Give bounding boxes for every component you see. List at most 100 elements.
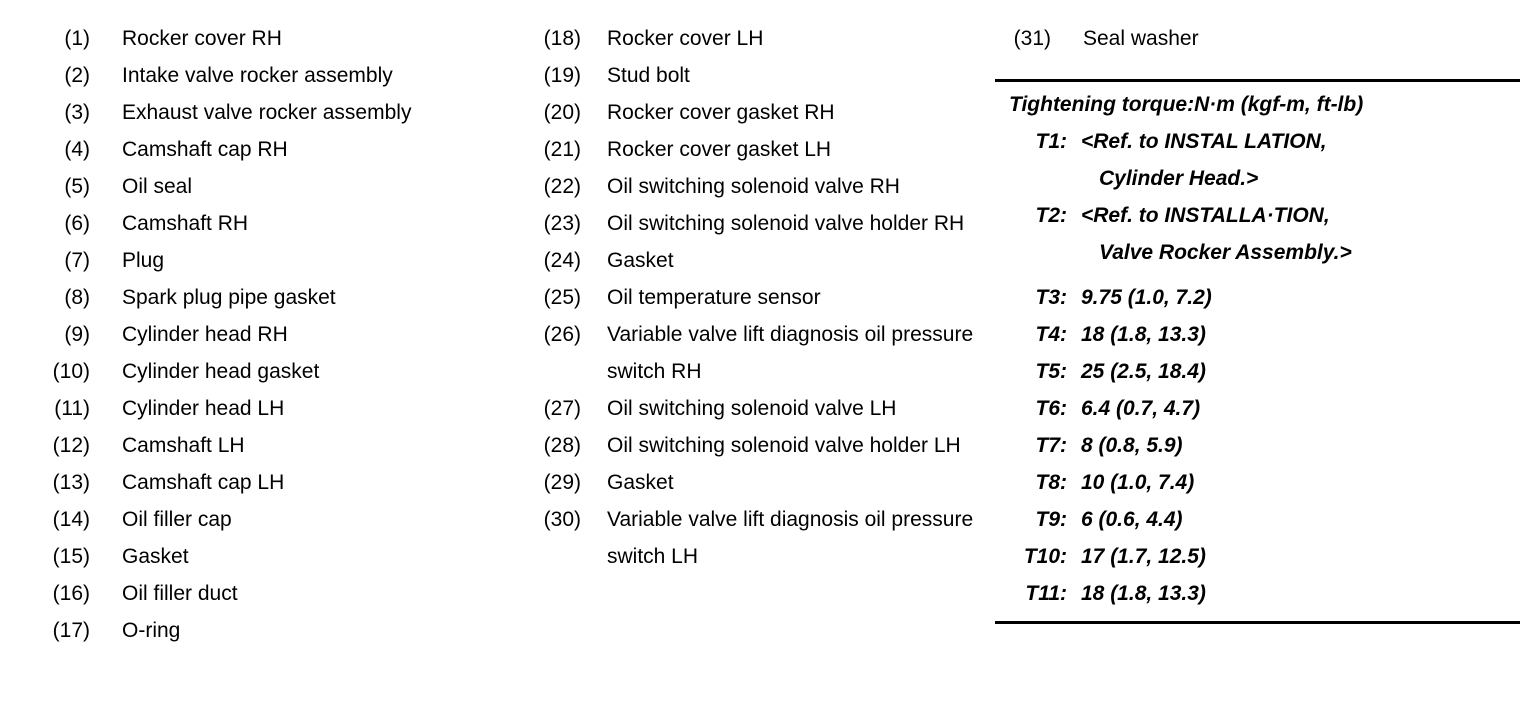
part-item: (31) Seal washer [995, 20, 1520, 57]
part-item: (24) Gasket [535, 242, 995, 279]
torque-row: T4: 18 (1.8, 13.3) [995, 316, 1520, 353]
part-item: (12) Camshaft LH [30, 427, 535, 464]
torque-value: 8 (0.8, 5.9) [1081, 434, 1183, 457]
part-item: (7) Plug [30, 242, 535, 279]
part-item: (30) Variable valve lift diagnosis oil pr… [535, 501, 995, 575]
part-number: (13) [52, 471, 90, 494]
part-number: (20) [543, 101, 581, 124]
part-number: (1) [64, 27, 90, 50]
torque-id: T2: [1035, 204, 1068, 227]
torque-row: T3: 9.75 (1.0, 7.2) [995, 279, 1520, 316]
part-label: Spark plug pipe gasket [122, 286, 336, 309]
part-label: Exhaust valve rocker assembly [122, 101, 412, 124]
part-number: (30) [543, 508, 581, 531]
torque-id: T4: [1035, 323, 1068, 346]
part-item: (6) Camshaft RH [30, 205, 535, 242]
part-item: (29) Gasket [535, 464, 995, 501]
part-label: Gasket [607, 471, 674, 494]
part-item: (3) Exhaust valve rocker assembly [30, 94, 535, 131]
part-number: (31) [1013, 27, 1051, 50]
part-number: (10) [52, 360, 90, 383]
torque-row: T7: 8 (0.8, 5.9) [995, 427, 1520, 464]
part-number: (6) [64, 212, 90, 235]
torque-id: T9: [1035, 508, 1068, 531]
part-item: (13) Camshaft cap LH [30, 464, 535, 501]
part-number: (7) [64, 249, 90, 272]
part-number: (16) [52, 582, 90, 605]
part-label: Variable valve lift diagnosis oil pressu… [607, 323, 974, 383]
part-item: (14) Oil filler cap [30, 501, 535, 538]
part-number: (28) [543, 434, 581, 457]
parts-column-2: (18) Rocker cover LH (19) Stud bolt (20) Rock… [535, 20, 995, 726]
part-label: Camshaft cap RH [122, 138, 288, 161]
part-label: Plug [122, 249, 165, 272]
part-number: (18) [543, 27, 581, 50]
part-item: (2) Intake valve rocker assembly [30, 57, 535, 94]
part-label: Seal washer [1083, 27, 1199, 50]
torque-id: T3: [1035, 286, 1068, 309]
torque-value: 6 (0.6, 4.4) [1081, 508, 1183, 531]
torque-row: T8: 10 (1.0, 7.4) [995, 464, 1520, 501]
part-label: Oil switching solenoid valve holder RH [607, 212, 965, 235]
part-number: (11) [54, 397, 90, 420]
torque-id: T8: [1035, 471, 1068, 494]
part-number: (3) [64, 101, 90, 124]
part-label: Camshaft cap LH [122, 471, 285, 494]
part-label: Gasket [607, 249, 674, 272]
torque-table-heading: Tightening torque:N·m (kgf-m, ft-lb) [1009, 93, 1364, 116]
torque-table: T1: <Ref. to INSTAL LATION, Cylinder Head.… [995, 123, 1520, 612]
part-item: (23) Oil switching solenoid valve holder … [535, 205, 995, 242]
part-number: (4) [64, 138, 90, 161]
part-number: (2) [64, 64, 90, 87]
part-item: (17) O-ring [30, 612, 535, 649]
part-number: (12) [52, 434, 90, 457]
part-item: (25) Oil temperature sensor [535, 279, 995, 316]
part-item: (8) Spark plug pipe gasket [30, 279, 535, 316]
part-number: (24) [543, 249, 581, 272]
parts-column-1: (1) Rocker cover RH (2) Intake valve rocker… [30, 20, 535, 726]
part-number: (29) [543, 471, 581, 494]
part-number: (15) [52, 545, 90, 568]
part-item: (5) Oil seal [30, 168, 535, 205]
part-item: (10) Cylinder head gasket [30, 353, 535, 390]
part-number: (17) [52, 619, 90, 642]
part-label: Oil switching solenoid valve RH [607, 175, 900, 198]
part-number: (23) [543, 212, 581, 235]
part-label: Oil seal [122, 175, 193, 198]
part-label: Gasket [122, 545, 189, 568]
part-item: (26) Variable valve lift diagnosis oil pr… [535, 316, 995, 390]
torque-value: 25 (2.5, 18.4) [1081, 360, 1206, 383]
part-item: (16) Oil filler duct [30, 575, 535, 612]
torque-row: T9: 6 (0.6, 4.4) [995, 501, 1520, 538]
part-item: (4) Camshaft cap RH [30, 131, 535, 168]
part-label: Oil switching solenoid valve holder LH [607, 434, 961, 457]
torque-row: T1: <Ref. to INSTAL LATION, Cylinder Head.… [995, 123, 1520, 197]
part-item: (15) Gasket [30, 538, 535, 575]
torque-value: <Ref. to INSTAL LATION, Cylinder Head.> [1081, 130, 1327, 190]
part-item: (21) Rocker cover gasket LH [535, 131, 995, 168]
torque-id: T6: [1035, 397, 1068, 420]
part-item: (20) Rocker cover gasket RH [535, 94, 995, 131]
torque-row: T10: 17 (1.7, 12.5) [995, 538, 1520, 575]
part-number: (5) [64, 175, 90, 198]
part-label: Oil temperature sensor [607, 286, 821, 309]
part-label: Oil filler cap [122, 508, 232, 531]
part-label: Cylinder head LH [122, 397, 285, 420]
part-item: (27) Oil switching solenoid valve LH [535, 390, 995, 427]
torque-value: 9.75 (1.0, 7.2) [1081, 286, 1212, 309]
torque-id: T5: [1035, 360, 1068, 383]
part-label: Camshaft LH [122, 434, 245, 457]
part-label: Camshaft RH [122, 212, 249, 235]
torque-value: 18 (1.8, 13.3) [1081, 323, 1206, 346]
part-item: (28) Oil switching solenoid valve holder … [535, 427, 995, 464]
torque-row: T11: 18 (1.8, 13.3) [995, 575, 1520, 612]
part-item: (11) Cylinder head LH [30, 390, 535, 427]
torque-value: <Ref. to INSTALLA·TION, Valve Rocker Asse… [1081, 204, 1352, 264]
torque-value: 10 (1.0, 7.4) [1081, 471, 1195, 494]
part-label: Rocker cover RH [122, 27, 282, 50]
part-number: (26) [543, 323, 581, 346]
part-label: Oil filler duct [122, 582, 238, 605]
part-number: (21) [543, 138, 581, 161]
part-label: Stud bolt [607, 64, 690, 87]
